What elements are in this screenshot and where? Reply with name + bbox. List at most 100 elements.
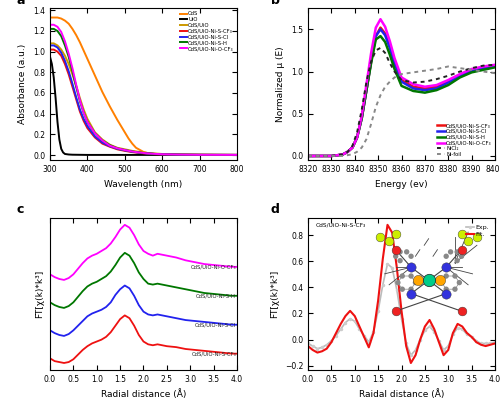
- CdS: [136, 148, 142, 152]
- NiCl₂: [468, 66, 474, 71]
- CdS/UiO-Ni-S-CF₃: [73, 97, 79, 102]
- CdS/UiO-Ni-S-CF₃: [373, 34, 379, 39]
- CdS/UiO-Ni-O-CF₃: [422, 84, 428, 89]
- CdS: [70, 26, 75, 31]
- Ni-foil: [468, 67, 474, 72]
- CdS/UiO-Ni-S-H: [47, 26, 53, 31]
- CdS/UiO-Ni-S-H: [378, 34, 384, 39]
- CdS/UiO-Ni-O-CF₃: [178, 152, 184, 157]
- CdS/UiO-Ni-O-CF₃: [77, 98, 83, 103]
- CdS/UiO-Ni-S-CF₃: [398, 78, 404, 83]
- Exp.: [328, 338, 334, 343]
- Exp.: [431, 329, 437, 334]
- CdS/UiO-Ni-O-CF₃: [345, 149, 351, 154]
- CdS/UiO-Ni-S-H: [73, 84, 79, 89]
- CdS/UiO-Ni-S-Cl: [468, 68, 474, 73]
- CdS/UiO-Ni-S-Cl: [434, 86, 440, 91]
- CdS: [107, 104, 113, 109]
- CdS/UiO-Ni-S-CF₃: [316, 153, 322, 158]
- UiO: [60, 150, 66, 155]
- CdS/UiO-Ni-S-CF₃: [364, 88, 370, 92]
- NiCl₂: [457, 69, 463, 74]
- CdS/UiO-Ni-S-H: [350, 145, 356, 150]
- CdS/UiO-Ni-S-Cl: [457, 73, 463, 78]
- Exp.: [394, 288, 400, 293]
- Fit.: [394, 266, 400, 270]
- NiCl₂: [392, 69, 398, 74]
- CdS/UiO-Ni-S-H: [54, 28, 60, 33]
- CdS/UiO-Ni-S-H: [340, 152, 346, 157]
- NiCl₂: [387, 61, 393, 66]
- CdS/UiO-Ni-S-H: [107, 143, 113, 148]
- CdS/UiO-Ni-S-Cl: [305, 153, 311, 158]
- CdS/UiO-Ni-O-CF₃: [73, 82, 79, 87]
- Ni-foil: [422, 68, 428, 73]
- Exp.: [482, 341, 488, 346]
- Exp.: [440, 347, 446, 352]
- CdS/UiO-Ni-S-H: [84, 120, 90, 125]
- CdS/UiO-Ni-S-H: [373, 37, 379, 42]
- Line: Exp.: Exp.: [307, 263, 496, 356]
- CdS/UiO-Ni-S-Cl: [70, 81, 75, 86]
- NiCl₂: [410, 80, 416, 85]
- CdS/UiO-Ni-S-CF₃: [446, 79, 452, 84]
- Ni-foil: [398, 72, 404, 76]
- CdS/UiO-Ni-S-CF₃: [359, 115, 365, 120]
- Text: d: d: [270, 203, 280, 217]
- Exp.: [361, 333, 367, 338]
- Exp.: [492, 339, 498, 344]
- Exp.: [403, 341, 409, 346]
- CdS: [92, 73, 98, 78]
- Exp.: [488, 341, 494, 346]
- CdS: [50, 15, 56, 20]
- CdS/UiO-Ni-S-CF₃: [410, 84, 416, 89]
- Ni-foil: [387, 79, 393, 84]
- UiO: [84, 152, 90, 157]
- CdS: [216, 152, 222, 157]
- CdS/UiO-Ni-S-CF₃: [434, 84, 440, 89]
- Text: CdS/UiO-Ni-S-Cl: CdS/UiO-Ni-S-Cl: [195, 322, 236, 327]
- CdS/UiO: [80, 107, 86, 112]
- CdS/UiO-Ni-S-H: [457, 75, 463, 80]
- CdS/UiO-Ni-O-CF₃: [434, 83, 440, 88]
- CdS: [140, 150, 146, 155]
- CdS: [62, 18, 68, 23]
- Exp.: [366, 339, 372, 344]
- Exp.: [333, 333, 339, 338]
- Exp.: [398, 316, 404, 321]
- Fit.: [403, 344, 409, 349]
- Exp.: [422, 328, 428, 333]
- NiCl₂: [382, 51, 388, 55]
- CdS/UiO-Ni-S-CF₃: [457, 72, 463, 77]
- Fit.: [474, 339, 480, 344]
- CdS/UiO-Ni-O-CF₃: [457, 72, 463, 76]
- CdS/UiO-Ni-S-Cl: [345, 149, 351, 154]
- CdS/UiO-Ni-O-CF₃: [234, 152, 240, 157]
- CdS/UiO-Ni-S-Cl: [122, 148, 128, 153]
- Line: Ni-foil: Ni-foil: [308, 67, 495, 156]
- Exp.: [464, 332, 470, 337]
- CdS/UiO-Ni-S-CF₃: [66, 72, 71, 77]
- CdS/UiO-Ni-O-CF₃: [410, 82, 416, 87]
- Fit.: [352, 314, 358, 319]
- CdS/UiO-Ni-O-CF₃: [122, 148, 128, 152]
- CdS/UiO-Ni-S-CF₃: [100, 141, 105, 146]
- Line: CdS/UiO-Ni-O-CF₃: CdS/UiO-Ni-O-CF₃: [308, 19, 495, 156]
- CdS/UiO-Ni-S-H: [196, 152, 202, 157]
- CdS/UiO-Ni-O-CF₃: [328, 153, 334, 158]
- CdS/UiO: [178, 152, 184, 157]
- CdS: [159, 152, 165, 157]
- CdS/UiO: [136, 150, 142, 155]
- CdS/UiO-Ni-O-CF₃: [58, 30, 64, 35]
- Fit.: [464, 330, 470, 335]
- CdS/UiO-Ni-O-CF₃: [114, 146, 120, 151]
- X-axis label: Raidal distance (Å): Raidal distance (Å): [359, 389, 444, 399]
- Exp.: [446, 344, 452, 349]
- CdS/UiO-Ni-S-H: [159, 152, 165, 157]
- Exp.: [412, 347, 418, 352]
- CdS/UiO: [100, 137, 105, 142]
- UiO: [234, 152, 240, 157]
- NiCl₂: [398, 78, 404, 83]
- UiO: [58, 146, 64, 151]
- CdS/UiO-Ni-S-CF₃: [387, 44, 393, 48]
